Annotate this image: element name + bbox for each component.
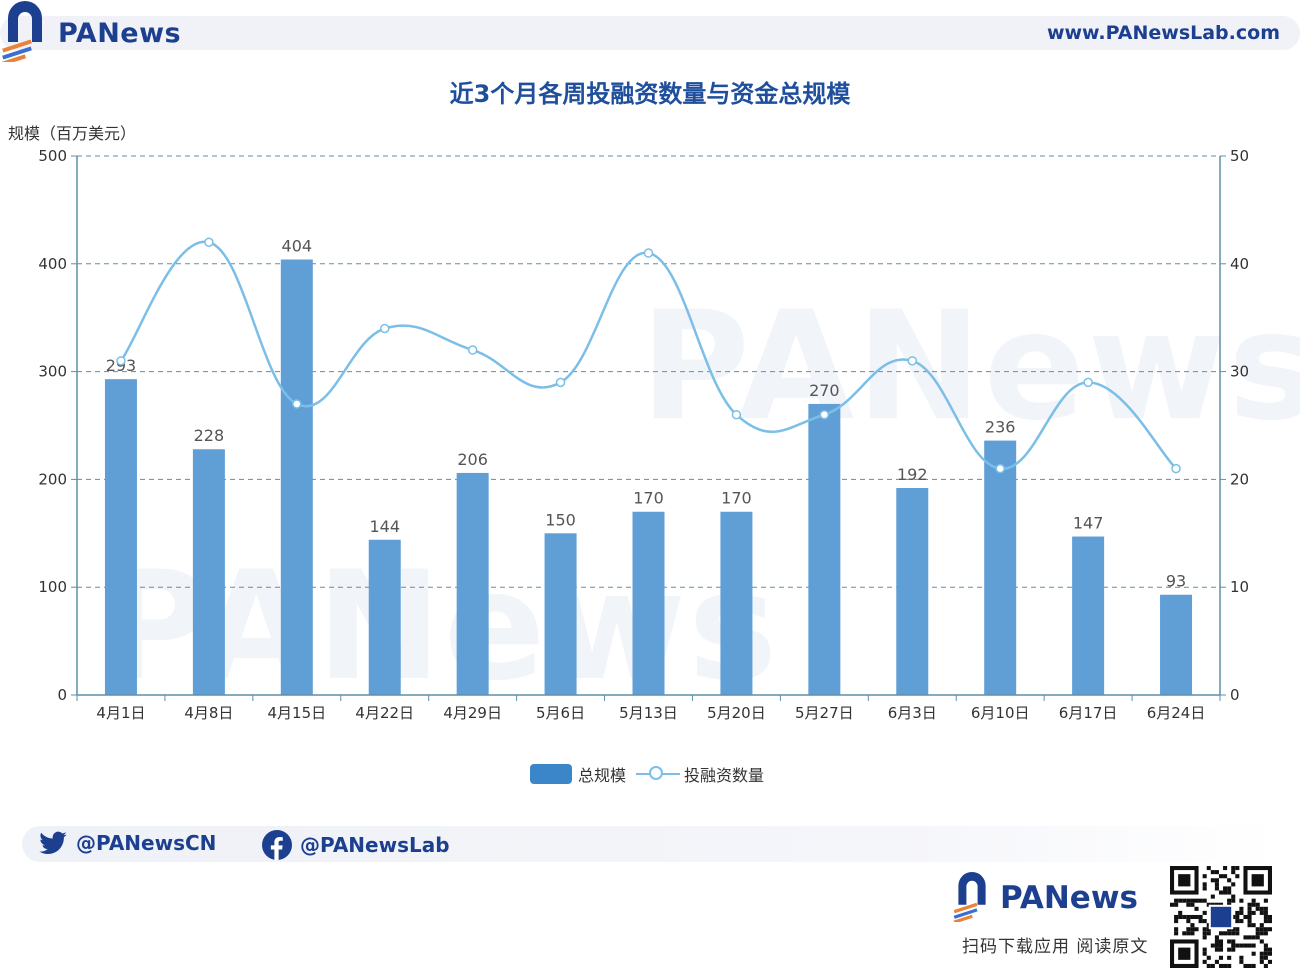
brand-name: PANews (58, 18, 182, 49)
x-tick-label: 4月22日 (355, 704, 414, 722)
legend-bar-swatch[interactable] (530, 764, 572, 784)
twitter-handle-text[interactable]: @PANewsCN (76, 831, 217, 855)
bar (456, 472, 489, 695)
line-point (467, 345, 478, 355)
y-tick-label-left: 0 (57, 686, 67, 704)
bar-value-label: 270 (809, 381, 840, 400)
bar-value-label: 293 (106, 356, 137, 375)
x-tick-label: 6月17日 (1059, 704, 1118, 722)
line-point (116, 356, 126, 366)
y-tick-label-right: 20 (1230, 470, 1249, 488)
line-point (731, 409, 742, 420)
bar-value-label: 404 (282, 236, 313, 255)
line-series-path (119, 240, 1177, 470)
panews-logo-icon (1, 1, 42, 62)
bar-value-label: 93 (1166, 572, 1186, 591)
bar (280, 259, 313, 695)
bar-value-label: 206 (457, 450, 488, 469)
facebook-handle-text[interactable]: @PANewsLab (300, 833, 450, 857)
legend-bar-label[interactable]: 总规模 (578, 766, 627, 785)
twitter-icon (39, 831, 67, 855)
app-download-caption: 扫码下载应用 阅读原文 (962, 937, 1149, 957)
x-tick-label: 4月8日 (184, 704, 233, 722)
bar (1072, 536, 1105, 695)
x-tick-label: 6月3日 (888, 704, 937, 722)
x-tick-label: 4月1日 (96, 704, 145, 722)
legend: 总规模 投融资数量 (530, 762, 764, 786)
y-tick-label-left: 300 (38, 363, 67, 381)
y-tick-label-left: 100 (38, 578, 67, 596)
bar-value-label: 147 (1073, 514, 1104, 533)
site-url[interactable]: www.PANewsLab.com (1046, 22, 1280, 44)
bar (632, 511, 665, 695)
line-point (204, 237, 214, 247)
legend-line-label[interactable]: 投融资数量 (684, 766, 765, 785)
bar (896, 488, 929, 695)
x-tick-label: 5月6日 (536, 704, 585, 722)
line-point (379, 323, 390, 334)
twitter-handle[interactable]: @PANewsCN (38, 828, 216, 858)
header-bar (0, 16, 1300, 50)
bar (368, 539, 401, 695)
footer-bar (22, 826, 1282, 862)
y-tick-label-left: 500 (38, 147, 67, 165)
x-tick-label: 4月15日 (267, 704, 326, 722)
x-tick-label: 5月20日 (707, 704, 766, 722)
chart-title: 近3个月各周投融资数量与资金总规模 (449, 80, 851, 108)
line-point (1083, 377, 1093, 388)
line-point (555, 377, 566, 388)
x-tick-label: 5月27日 (795, 704, 854, 722)
y-tick-label-right: 40 (1230, 255, 1249, 273)
y-tick-label-right: 50 (1230, 147, 1249, 165)
y-tick-label-right: 10 (1230, 578, 1249, 596)
line-point (1171, 463, 1181, 474)
bar-value-label: 144 (369, 517, 400, 536)
legend-line-swatch[interactable] (636, 764, 681, 784)
bar-value-label: 170 (633, 489, 664, 508)
bar-value-label: 192 (897, 465, 928, 484)
panews-logo-icon (953, 872, 986, 922)
bar-value-label: 236 (985, 418, 1016, 437)
x-tick-label: 4月29日 (443, 704, 502, 722)
bar (984, 440, 1017, 695)
line-point (643, 248, 654, 258)
facebook-handle[interactable]: @PANewsLab (262, 830, 450, 860)
bar (192, 449, 225, 695)
y-tick-label-left: 200 (38, 470, 67, 488)
x-tick-label: 6月24日 (1147, 704, 1206, 722)
bar-value-label: 150 (545, 510, 576, 529)
footer-brand-name: PANews (1000, 880, 1138, 916)
facebook-icon (262, 830, 292, 860)
line-point (995, 463, 1005, 474)
line-point (907, 356, 918, 366)
bar (104, 379, 137, 695)
line-point (819, 409, 830, 420)
y-tick-label-left: 400 (38, 255, 67, 273)
bar (720, 511, 753, 695)
bar-value-label: 170 (721, 489, 752, 508)
bar (808, 403, 841, 695)
bar (1160, 594, 1193, 695)
qr-code-icon[interactable] (1170, 866, 1272, 968)
line-point (292, 399, 302, 409)
bar-value-label: 228 (194, 426, 225, 445)
x-tick-label: 6月10日 (971, 704, 1030, 722)
y-axis-left-label: 规模（百万美元） (8, 124, 137, 143)
chart-canvas: 0 100 200 300 400 500 0 10 20 30 40 50 293 228 404 144 2… (38, 147, 1249, 722)
y-tick-label-right: 30 (1230, 363, 1249, 381)
y-tick-label-right: 0 (1230, 686, 1240, 704)
bar (544, 533, 577, 695)
x-tick-label: 5月13日 (619, 704, 678, 722)
